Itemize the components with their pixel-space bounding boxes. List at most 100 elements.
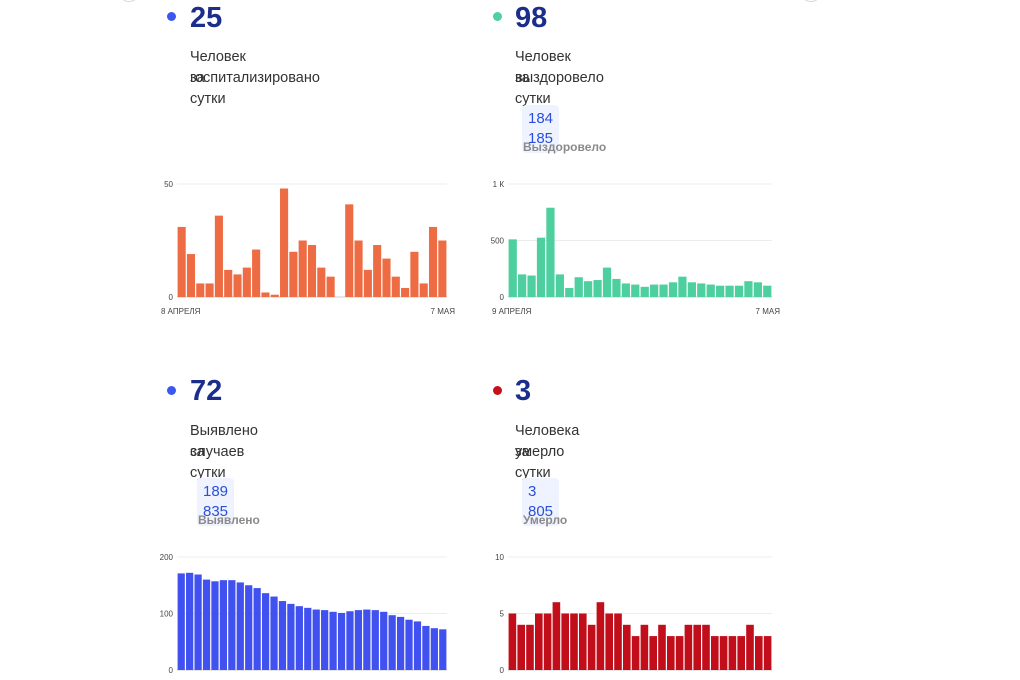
bar xyxy=(697,283,706,297)
bar xyxy=(270,596,278,670)
bar xyxy=(631,636,640,670)
bar xyxy=(401,287,410,297)
recovered-total: 184 185 xyxy=(522,105,560,153)
bar xyxy=(228,580,236,670)
bar xyxy=(684,624,693,670)
bar xyxy=(298,240,307,297)
bar xyxy=(233,274,242,297)
deaths-bar-chart: 0 5 10 xyxy=(495,553,772,675)
bar xyxy=(593,280,602,297)
bar xyxy=(596,602,605,670)
hospitalized-bar-chart: 0 50 8 АПРЕЛЯ 7 МАЯ xyxy=(161,180,456,316)
bar xyxy=(205,283,214,297)
bar xyxy=(508,613,517,670)
deaths-label-line2: за сутки xyxy=(515,444,551,481)
bar xyxy=(295,606,303,670)
bar xyxy=(678,276,687,297)
y-tick-label: 500 xyxy=(491,237,505,246)
bar xyxy=(419,283,428,297)
y-tick-label: 1 К xyxy=(493,180,505,189)
bar xyxy=(744,281,753,297)
bar xyxy=(270,294,279,297)
bar xyxy=(439,629,447,670)
bar xyxy=(202,579,211,670)
bar xyxy=(428,226,438,297)
bar xyxy=(329,611,337,670)
bar xyxy=(659,284,668,297)
bar xyxy=(422,625,430,670)
recovered-total-label: Выздоровело xyxy=(523,140,607,154)
bar xyxy=(552,602,561,670)
bar xyxy=(565,287,574,297)
bar xyxy=(716,285,725,297)
bar xyxy=(430,628,438,670)
bar xyxy=(640,286,649,297)
bar xyxy=(631,284,640,297)
recovered-bar-chart: 0 500 1 К 9 АПРЕЛЯ 7 МАЯ xyxy=(491,180,781,316)
bar xyxy=(649,636,657,670)
bar xyxy=(614,613,622,670)
bar xyxy=(711,636,719,670)
bar xyxy=(317,267,326,297)
recovered-bullet xyxy=(493,12,502,21)
bar xyxy=(388,615,396,670)
recovered-daily-value: 98 xyxy=(515,2,548,34)
bar xyxy=(728,636,737,670)
bar xyxy=(737,636,745,670)
bar xyxy=(337,612,346,670)
bar xyxy=(546,207,555,297)
bar xyxy=(527,275,536,297)
bar xyxy=(186,254,196,297)
bar xyxy=(354,240,363,297)
y-tick-label: 100 xyxy=(160,610,174,619)
bar xyxy=(579,613,587,670)
y-tick-label: 50 xyxy=(164,180,173,189)
bar xyxy=(413,621,422,670)
hospitalized-bullet xyxy=(167,12,176,21)
bar xyxy=(253,588,261,670)
bar xyxy=(252,249,261,297)
hospitalized-label-line1: Человек госпитализировано xyxy=(190,49,320,86)
bar xyxy=(508,239,517,297)
bar xyxy=(211,581,219,670)
bar xyxy=(438,240,447,297)
bar xyxy=(391,276,400,297)
bar xyxy=(640,624,649,670)
x-end-label: 7 МАЯ xyxy=(756,307,781,316)
bar xyxy=(245,585,253,670)
cases-bullet xyxy=(167,386,176,395)
bar xyxy=(621,283,630,297)
bar xyxy=(177,226,186,297)
bar xyxy=(380,611,388,670)
hospitalized-daily-value: 25 xyxy=(190,2,223,34)
bar xyxy=(345,204,354,297)
bar xyxy=(570,613,578,670)
x-start-label: 8 АПРЕЛЯ xyxy=(161,307,201,316)
recovered-label-line2: за сутки xyxy=(515,70,551,107)
bar xyxy=(753,282,762,297)
bar xyxy=(526,624,534,670)
bar xyxy=(214,215,223,297)
bar xyxy=(561,613,569,670)
bar xyxy=(518,274,527,297)
top-edge-arc-right xyxy=(800,0,822,2)
bar xyxy=(658,624,666,670)
bar xyxy=(623,624,631,670)
bar xyxy=(396,616,405,670)
bar xyxy=(543,613,552,670)
y-tick-label: 200 xyxy=(160,553,174,562)
bar xyxy=(410,251,419,297)
bar xyxy=(373,245,382,297)
bar xyxy=(363,609,371,670)
deaths-total-label: Умерло xyxy=(523,513,568,527)
bar xyxy=(363,269,372,297)
bar xyxy=(186,572,194,670)
bar xyxy=(224,269,233,297)
y-tick-label: 5 xyxy=(500,610,505,619)
x-end-label: 7 МАЯ xyxy=(431,307,456,316)
bar xyxy=(517,624,525,670)
bar xyxy=(287,603,295,670)
bar xyxy=(177,573,185,670)
bar xyxy=(574,277,583,297)
bar xyxy=(536,237,546,297)
